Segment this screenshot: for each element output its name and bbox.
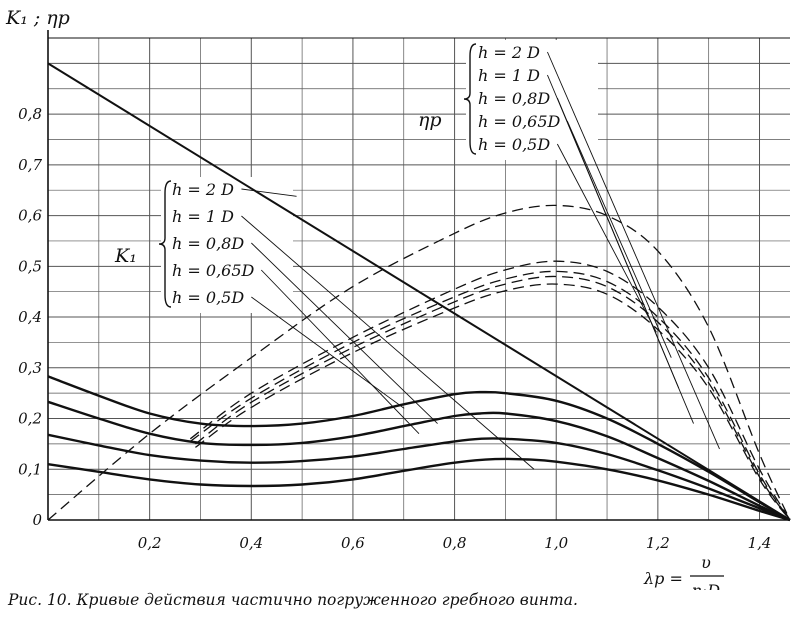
x-tick-label: 0,2	[138, 534, 162, 552]
legend-leader-line	[251, 296, 405, 409]
legend-leader-line	[260, 269, 420, 435]
k1-curve-h-1-d	[47, 400, 791, 522]
y-axis-label: K₁ ; ηp	[5, 7, 70, 29]
legend-group-label: ηp	[418, 109, 442, 131]
eta-curve-h-0-8-d	[189, 270, 791, 521]
straight-line-series	[47, 62, 791, 521]
chart: 0 0,1 0,2 0,3 0,4 0,5 0,6 0,7 0,8 0,2 0,4 0,6 0,8 1,0…	[5, 7, 791, 590]
k1-curve-h-0-65-d	[47, 457, 791, 522]
k1-legend: K₁ h = 2 D h = 1 D h = 0,8D h = 0,65D h = 0,5…	[114, 177, 535, 470]
x-axis-label: λp = υ n·D	[643, 553, 724, 590]
legend-entry: h = 0,65D	[172, 261, 255, 280]
legend-group-label: K₁	[114, 245, 137, 267]
x-axis-label-numerator: υ	[701, 553, 711, 572]
legend-entry: h = 1 D	[172, 207, 234, 226]
y-tick-label: 0,2	[18, 410, 42, 428]
series	[47, 62, 791, 522]
legend-leader-line	[566, 120, 672, 358]
tick-labels: 0 0,1 0,2 0,3 0,4 0,5 0,6 0,7 0,8 0,2 0,4 0,6 0,8 1,0…	[18, 105, 771, 552]
x-tick-label: 0,6	[341, 534, 365, 552]
x-axis-label-lead: λp =	[643, 569, 683, 588]
k1-curve-h-0-8-d	[47, 433, 791, 522]
y-tick-label: 0,6	[18, 207, 42, 225]
legend-leader-line	[251, 242, 438, 424]
legend-leader-line	[241, 215, 535, 470]
legend-brace	[158, 180, 172, 308]
k1-curve-h-2-d	[47, 375, 791, 522]
y-tick-label: 0,3	[18, 359, 42, 377]
legend-leader-line	[556, 97, 680, 389]
legend-brace	[463, 43, 477, 155]
x-tick-label: 1,4	[748, 534, 772, 552]
eta-legend: ηp h = 2 D h = 1 D h = 0,8D h = 0,65D h = 0,5…	[418, 40, 720, 450]
eta-curve-h-1-d	[189, 260, 791, 521]
x-tick-label: 0,4	[239, 534, 263, 552]
x-tick-label: 1,2	[646, 534, 670, 552]
eta-curve-h-2-d	[47, 204, 791, 521]
legend-leader-line	[241, 188, 297, 197]
y-tick-label: 0	[32, 511, 42, 529]
legend-entry: h = 1 D	[478, 66, 540, 85]
legend-entry: h = 2 D	[172, 180, 234, 199]
figure-caption: Рис. 10. Кривые действия частично погруж…	[8, 591, 578, 609]
x-tick-label: 0,8	[443, 534, 467, 552]
eta-curve-h-0-5-d	[195, 283, 791, 521]
legend-entry: h = 0,5D	[172, 288, 244, 307]
legend-entry: h = 0,5D	[478, 135, 550, 154]
y-tick-label: 0,4	[18, 308, 42, 326]
legend-entry: h = 2 D	[478, 43, 540, 62]
legend-entry: h = 0,8D	[478, 89, 550, 108]
x-axis-label-denominator: n·D	[692, 581, 720, 590]
legend-leader-line	[547, 51, 720, 450]
y-tick-label: 0,7	[18, 156, 42, 174]
axes	[47, 30, 790, 521]
eta-curve-h-0-65-d	[195, 275, 791, 521]
y-tick-label: 0,1	[18, 460, 42, 478]
y-tick-label: 0,5	[18, 257, 42, 275]
y-tick-label: 0,8	[18, 105, 42, 123]
legend-entry: h = 0,65D	[478, 112, 561, 131]
legend-entry: h = 0,8D	[172, 234, 244, 253]
x-tick-label: 1,0	[544, 534, 568, 552]
